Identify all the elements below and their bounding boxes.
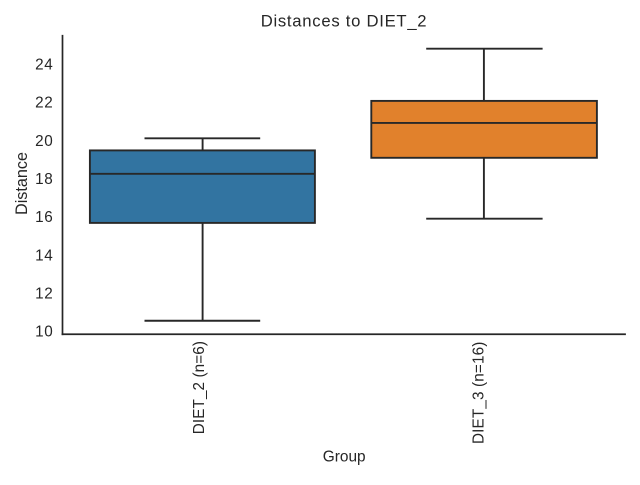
svg-text:DIET_2 (n=6): DIET_2 (n=6) bbox=[191, 341, 208, 434]
svg-text:14: 14 bbox=[35, 247, 53, 264]
svg-text:24: 24 bbox=[35, 57, 53, 74]
svg-text:10: 10 bbox=[35, 324, 53, 341]
svg-text:22: 22 bbox=[35, 95, 53, 112]
svg-text:18: 18 bbox=[35, 171, 53, 188]
svg-text:16: 16 bbox=[35, 209, 53, 226]
svg-text:Distances to DIET_2: Distances to DIET_2 bbox=[261, 11, 428, 30]
svg-text:12: 12 bbox=[35, 285, 53, 302]
svg-text:DIET_3 (n=16): DIET_3 (n=16) bbox=[471, 342, 488, 444]
svg-text:Distance: Distance bbox=[13, 152, 31, 215]
svg-text:Group: Group bbox=[323, 449, 366, 466]
svg-text:20: 20 bbox=[35, 133, 53, 150]
